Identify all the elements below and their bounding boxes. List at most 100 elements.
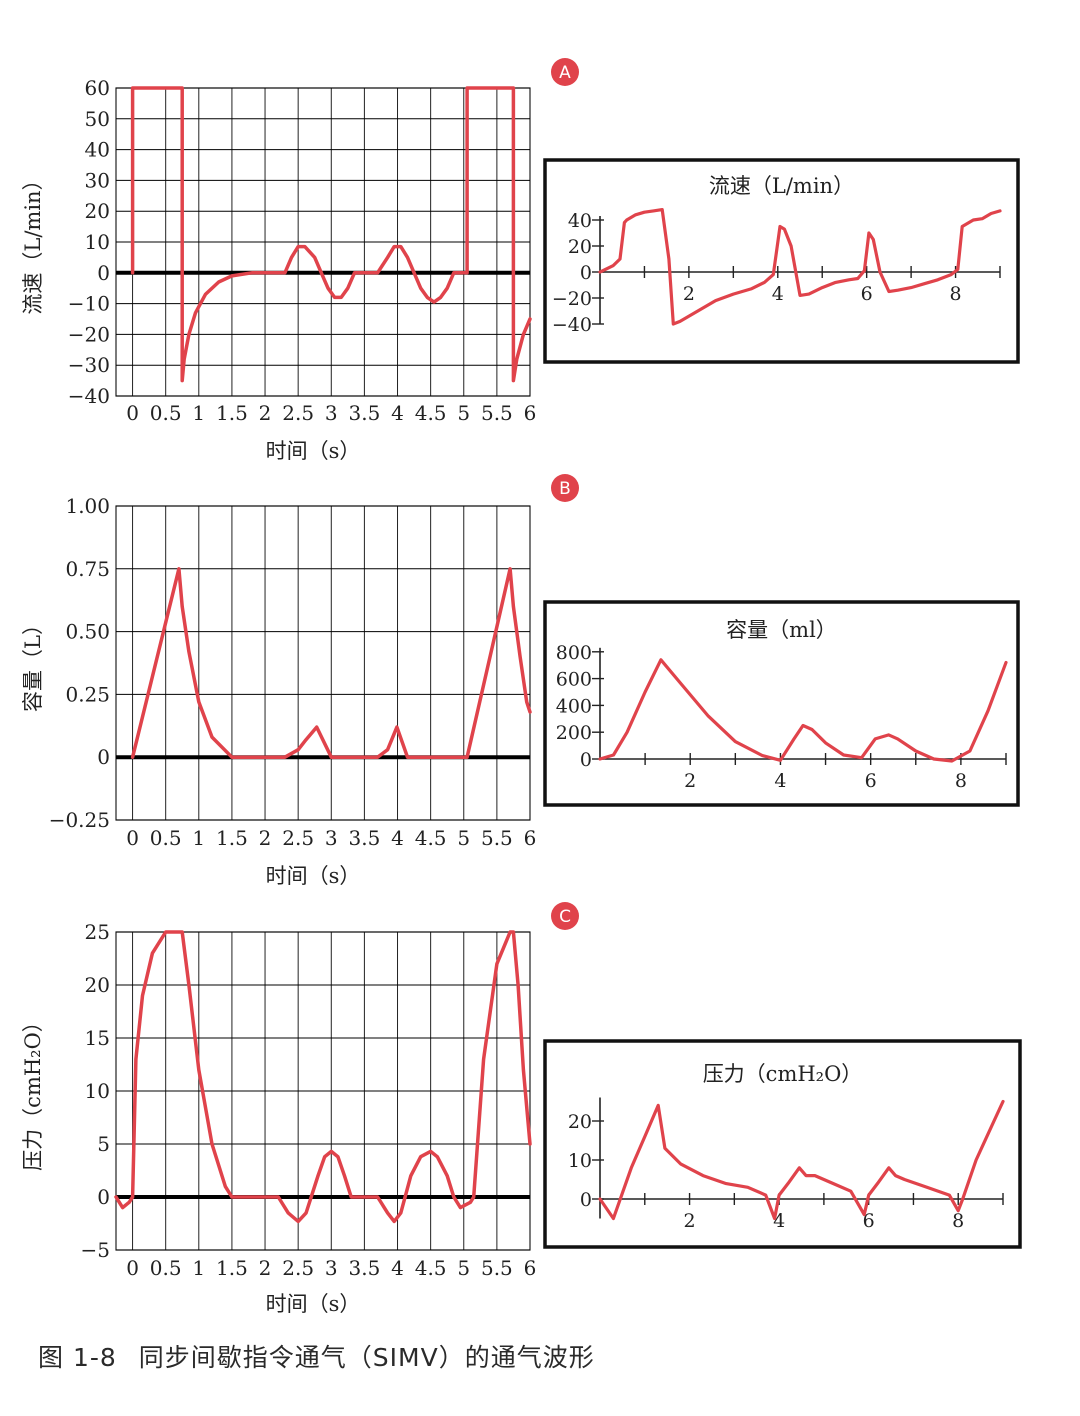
x-tick-label: 1.5 — [216, 1256, 248, 1280]
x-tick-label: 2 — [259, 826, 272, 850]
x-tick-label: 0.5 — [150, 401, 182, 425]
x-tick-label: 6 — [524, 826, 537, 850]
x-tick-label: 4 — [391, 1256, 404, 1280]
inset-y-tick-label: −20 — [552, 288, 592, 310]
y-tick-label: 15 — [85, 1026, 110, 1050]
inset-title: 容量（ml） — [726, 618, 837, 642]
y-tick-label: 0 — [97, 261, 110, 285]
inset-y-tick-label: 0 — [580, 749, 592, 771]
x-tick-label: 1 — [192, 826, 205, 850]
panel-C-main-chart: 25 20 15 10 5 0 −5 0 0.5 1 1.5 2 2.5 3 3.5 4 4.5 5 5.5 6 时间（… — [21, 902, 579, 1316]
x-tick-label: 4 — [391, 401, 404, 425]
panel-B-main-chart: 1.00 0.75 0.50 0.25 0 −0.25 0 0.5 1 1.5 2 2.5 3 3.5 4 4… — [21, 474, 579, 888]
x-tick-label: 5 — [457, 401, 470, 425]
y-tick-label: −10 — [68, 292, 110, 316]
x-tick-label: 1 — [192, 401, 205, 425]
y-tick-label: 60 — [85, 76, 110, 100]
panel-C-badge-label: C — [559, 907, 571, 927]
y-tick-label: 1.00 — [65, 494, 110, 518]
panel-C-main-curve — [114, 930, 532, 1224]
inset-x-tick-label: 2 — [683, 283, 695, 305]
x-tick-label: 4.5 — [415, 1256, 447, 1280]
x-tick-label: 3.5 — [348, 826, 380, 850]
x-tick-label: 5 — [457, 1256, 470, 1280]
inset-y-tick-label: 0 — [580, 1189, 592, 1211]
inset-y-tick-label: 400 — [556, 695, 592, 717]
x-tick-label: 5 — [457, 826, 470, 850]
panel-A-inset-curve — [598, 208, 1002, 326]
x-tick-label: 1 — [192, 1256, 205, 1280]
y-tick-label: −5 — [81, 1238, 110, 1262]
inset-x-tick-label: 2 — [684, 770, 696, 792]
inset-y-tick-label: 0 — [580, 262, 592, 284]
x-tick-label: 0.5 — [150, 1256, 182, 1280]
inset-frame — [543, 600, 1020, 807]
x-tick-label: 1.5 — [216, 401, 248, 425]
panel-A-badge-label: A — [559, 63, 571, 83]
inset-x-tick-label: 8 — [955, 770, 967, 792]
panel-B-main-curve — [130, 567, 532, 759]
y-tick-label: −30 — [68, 353, 110, 377]
x-tick-label: 3 — [325, 1256, 338, 1280]
x-tick-label: 3.5 — [348, 401, 380, 425]
inset-y-tick-label: 40 — [568, 210, 592, 232]
inset-title: 压力（cmH₂O） — [703, 1062, 863, 1086]
inset-frame — [543, 158, 1020, 364]
x-tick-label: 5.5 — [481, 401, 513, 425]
y-tick-label: −40 — [68, 384, 110, 408]
y-axis-label: 容量（L） — [21, 614, 45, 712]
y-tick-label: −0.25 — [49, 808, 110, 832]
inset-title: 流速（L/min） — [709, 174, 854, 198]
inset-x-tick-label: 6 — [865, 770, 877, 792]
inset-y-tick-label: 10 — [568, 1150, 592, 1172]
inset-x-tick-label: 6 — [863, 1210, 875, 1232]
y-tick-label: 0.25 — [65, 682, 110, 706]
panel-C-inset-curve — [598, 1099, 1005, 1221]
plot-frame — [115, 505, 531, 821]
panel-A-inset-chart: 流速（L/min） 2 4 6 8 40 20 0 −20 −40 — [543, 158, 1020, 364]
panel-B-badge-label: B — [559, 479, 571, 499]
x-tick-label: 6 — [524, 1256, 537, 1280]
inset-y-tick-label: 20 — [568, 1111, 592, 1133]
inset-y-tick-label: 20 — [568, 236, 592, 258]
y-tick-label: 0.50 — [65, 620, 110, 644]
y-tick-label: 10 — [85, 230, 110, 254]
inset-x-tick-label: 8 — [952, 1210, 964, 1232]
x-tick-label: 2 — [259, 401, 272, 425]
x-tick-label: 5.5 — [481, 826, 513, 850]
inset-x-tick-label: 4 — [772, 283, 784, 305]
panel-B-inset-chart: 容量（ml） 2 4 6 8 800 600 400 200 0 — [543, 600, 1020, 807]
figure-number: 图 1-8 — [38, 1343, 117, 1372]
x-axis-label: 时间（s） — [266, 864, 361, 888]
y-tick-label: 0 — [97, 1185, 110, 1209]
y-axis-label: 流速（L/min） — [21, 169, 45, 314]
x-tick-label: 6 — [524, 401, 537, 425]
inset-y-tick-label: 200 — [556, 722, 592, 744]
panel-B-inset-curve — [598, 658, 1008, 763]
inset-frame — [543, 1039, 1022, 1249]
inset-y-tick-label: −40 — [552, 314, 592, 336]
x-tick-label: 3.5 — [348, 1256, 380, 1280]
x-tick-label: 2.5 — [282, 826, 314, 850]
panel-A-main-curve — [130, 86, 532, 383]
y-axis-label: 压力（cmH₂O） — [21, 1011, 45, 1171]
x-tick-label: 0.5 — [150, 826, 182, 850]
x-tick-label: 2 — [259, 1256, 272, 1280]
y-tick-label: 50 — [85, 107, 110, 131]
x-tick-label: 4.5 — [415, 401, 447, 425]
inset-x-tick-label: 8 — [950, 283, 962, 305]
inset-x-tick-label: 6 — [861, 283, 873, 305]
panel-A-badge — [551, 58, 579, 86]
y-tick-label: 40 — [85, 138, 110, 162]
x-axis-label: 时间（s） — [266, 439, 361, 463]
x-tick-label: 2.5 — [282, 1256, 314, 1280]
x-tick-label: 3 — [325, 826, 338, 850]
x-tick-label: 3 — [325, 401, 338, 425]
y-tick-label: 25 — [85, 920, 110, 944]
y-tick-label: 0.75 — [65, 557, 110, 581]
x-tick-label: 0 — [126, 401, 139, 425]
y-tick-label: −20 — [68, 322, 110, 346]
x-tick-label: 4.5 — [415, 826, 447, 850]
x-tick-label: 5.5 — [481, 1256, 513, 1280]
